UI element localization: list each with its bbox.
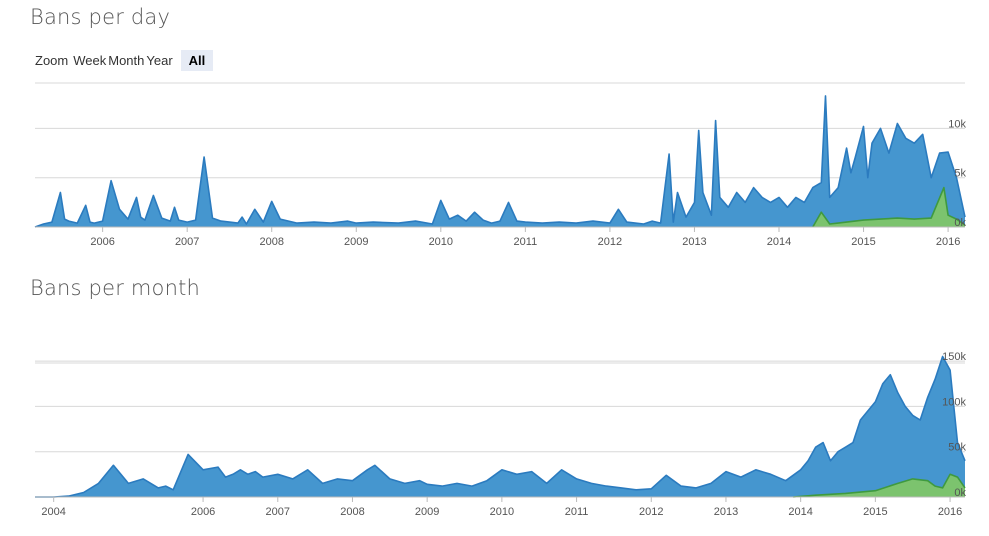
zoom-month-button[interactable]: Month xyxy=(108,52,145,68)
x-tick-label: 2009 xyxy=(415,506,439,518)
x-tick-label: 2008 xyxy=(259,236,283,248)
x-tick-label: 2011 xyxy=(565,506,589,518)
bans-per-month-chart: 2004 2006 2007 2008 2009 2010 2011 2012 2013 2014… xyxy=(35,351,966,518)
zoom-label: Zoom xyxy=(35,52,69,68)
y-tick-label: 10k xyxy=(948,118,966,130)
x-tick-label: 2016 xyxy=(938,506,962,518)
series-area-0 xyxy=(35,95,965,228)
chart-title-bans-per-month: Bans per month xyxy=(30,276,201,300)
x-tick-label: 2010 xyxy=(429,236,453,248)
bans-per-day-chart: 2006 2007 2008 2009 2010 2011 2012 2013 2014 2015… xyxy=(34,82,966,248)
x-tick-label: 2014 xyxy=(767,236,791,248)
chart-title-bans-per-day: Bans per day xyxy=(30,5,171,29)
y-tick-label: 100k xyxy=(942,396,966,408)
x-tick-label: 2010 xyxy=(490,506,514,518)
y-tick-label: 150k xyxy=(942,351,966,363)
series-line-0 xyxy=(34,95,966,228)
x-tick-label: 2015 xyxy=(863,506,887,518)
x-tick-label: 2006 xyxy=(90,236,114,248)
x-tick-label: 2008 xyxy=(340,506,364,518)
y-tick-label: 0k xyxy=(954,487,966,499)
zoom-control: Zoom Week Month Year All xyxy=(35,49,214,71)
series-line-1 xyxy=(812,186,966,228)
series-line-1 xyxy=(793,473,966,498)
x-tick-label: 2013 xyxy=(682,236,706,248)
x-tick-label: 2012 xyxy=(639,506,663,518)
x-tick-label: 2006 xyxy=(191,506,215,518)
y-tick-label: 50k xyxy=(948,442,966,454)
x-tick-label: 2009 xyxy=(344,236,368,248)
x-tick-label: 2007 xyxy=(266,506,290,518)
x-tick-label: 2016 xyxy=(936,236,960,248)
zoom-year-button[interactable]: Year xyxy=(146,52,173,68)
x-tick-label: 2014 xyxy=(788,506,812,518)
zoom-all-button[interactable]: All xyxy=(180,49,214,71)
x-tick-label: 2013 xyxy=(714,506,738,518)
y-tick-label: 5k xyxy=(954,168,966,180)
series-line-0 xyxy=(35,355,966,498)
x-tick-label: 2007 xyxy=(175,236,199,248)
zoom-week-button[interactable]: Week xyxy=(73,52,107,68)
x-tick-label: 2011 xyxy=(514,236,538,248)
x-tick-label: 2015 xyxy=(851,236,875,248)
x-tick-label: 2004 xyxy=(41,506,65,518)
x-tick-label: 2012 xyxy=(598,236,622,248)
y-tick-label: 0k xyxy=(954,217,966,229)
series-area-0 xyxy=(35,356,965,497)
series-area-1 xyxy=(793,474,965,497)
